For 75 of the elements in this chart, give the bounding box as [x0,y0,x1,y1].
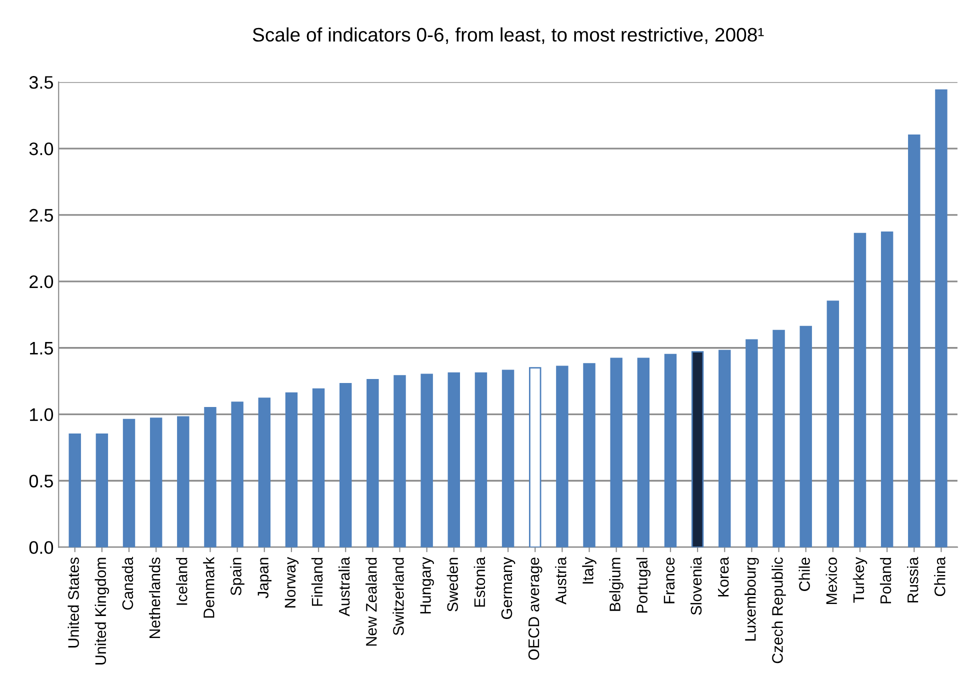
bar [691,351,704,548]
x-tick-label: Korea [718,556,729,596]
x-tick-label: Russia [907,556,918,602]
x-tick-label: Sweden [446,558,458,612]
bar [258,398,270,548]
x-tick-label: Slovenia [690,556,702,615]
bar [746,339,758,548]
x-tick-label: Luxembourg [744,558,759,641]
bar [204,406,216,548]
x-tick-label: France [664,558,675,604]
bar [448,372,460,548]
x-tick-label: China [934,556,946,596]
y-tick-label: 2.0 [30,275,54,288]
x-tick-label: Japan [258,558,272,598]
bar [556,366,568,548]
x-tick-label: Iceland [176,558,188,605]
x-tick-label: Estonia [474,556,486,607]
x-tick-label: Australia [338,556,350,616]
y-tick-label: 3.0 [29,142,54,156]
bar [800,326,812,548]
y-tick-label: 1.5 [30,342,54,355]
bar [474,372,488,548]
x-tick-label: Denmark [203,556,214,618]
x-tick-label: Belgium [609,558,624,611]
y-tick-label: 2.5 [30,208,54,222]
x-tick-label: New Zealand [366,558,377,646]
y-tick-label: 0.0 [29,541,54,554]
bar [96,434,108,548]
bar [880,232,894,548]
bar [420,374,433,548]
bar [394,375,406,548]
x-tick-label: Italy [582,556,596,584]
x-tick-label: Germany [501,556,516,619]
bar [366,379,379,548]
x-tick-label: Chile [798,558,810,591]
x-tick-label: Mexico [826,558,838,604]
x-tick-label: United States [68,557,79,648]
bar [854,232,866,548]
x-tick-label: Switzerland [392,558,404,636]
x-tick-label: Canada [122,556,134,610]
x-tick-label: Turkey [852,556,868,603]
bar [122,418,136,548]
y-tick-label: 0.5 [29,474,54,488]
bar [610,358,622,548]
x-tick-label: Spain [230,558,244,596]
bar [637,358,650,548]
bar [339,383,352,548]
bar [664,354,677,548]
x-tick-label: Poland [880,558,892,604]
bar [718,350,731,548]
bar [502,370,514,548]
bar [529,367,542,548]
bar [908,134,920,548]
y-tick-label: 1.0 [30,408,54,422]
chart-title: Scale of indicators 0-6, from least, to most restrictive, 2008¹ [252,27,764,44]
x-tick-label: Hungary [420,556,434,614]
x-tick-label: United Kingdom [94,558,110,664]
bar [177,416,190,548]
bar [150,418,162,548]
bar [285,392,298,548]
x-tick-label: Norway [284,556,299,608]
x-tick-label: OECD average [528,558,542,660]
bar [312,388,325,548]
x-tick-label: Austria [555,556,566,604]
bar [772,330,785,548]
y-tick-label: 3.5 [29,76,54,89]
bar [231,402,244,548]
bar [826,300,840,548]
bar [583,363,596,548]
bar [935,89,948,548]
x-tick-label: Netherlands [148,557,160,638]
x-tick-label: Czech Republic [772,557,786,664]
bar [68,434,81,548]
x-tick-label: Portugal [636,558,651,613]
x-tick-label: Finland [311,558,323,606]
